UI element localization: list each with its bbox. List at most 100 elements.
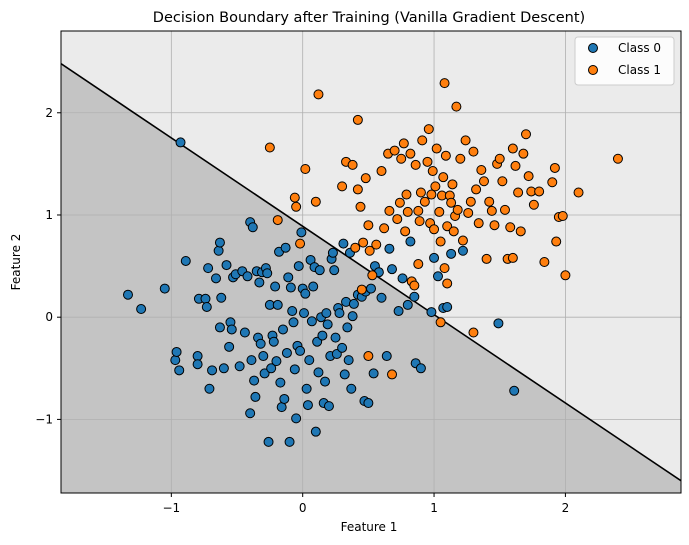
- point-class-0: [457, 245, 468, 256]
- x-tick-label: 0: [299, 501, 307, 515]
- y-tick-label: 0: [45, 310, 53, 324]
- point-class-1: [434, 206, 445, 217]
- point-class-1: [422, 156, 433, 167]
- point-class-1: [431, 143, 442, 154]
- point-class-0: [304, 355, 315, 366]
- point-class-0: [402, 299, 413, 310]
- x-tick-label: 2: [562, 501, 570, 515]
- point-class-0: [310, 426, 321, 437]
- point-class-0: [366, 283, 376, 294]
- point-class-1: [367, 270, 378, 281]
- point-class-1: [427, 166, 438, 177]
- point-class-1: [356, 284, 367, 295]
- point-class-1: [398, 138, 409, 149]
- point-class-0: [280, 242, 291, 253]
- point-class-1: [310, 196, 321, 207]
- point-class-0: [322, 319, 333, 330]
- point-class-0: [281, 347, 292, 358]
- point-class-1: [478, 176, 489, 187]
- point-class-0: [387, 264, 398, 275]
- point-class-0: [295, 345, 306, 356]
- point-class-0: [363, 398, 374, 409]
- point-class-0: [201, 301, 212, 312]
- point-class-1: [401, 189, 412, 200]
- point-class-1: [442, 221, 453, 232]
- point-class-0: [301, 383, 312, 394]
- point-class-0: [323, 401, 334, 412]
- point-class-1: [442, 278, 453, 289]
- point-class-0: [415, 363, 426, 374]
- point-class-0: [376, 292, 387, 303]
- point-class-1: [410, 159, 421, 170]
- y-tick-label: 1: [45, 208, 53, 222]
- point-class-1: [423, 124, 434, 135]
- point-class-1: [360, 173, 371, 184]
- point-class-1: [295, 238, 306, 249]
- point-class-1: [392, 214, 403, 225]
- point-class-0: [368, 368, 379, 379]
- point-class-0: [302, 400, 313, 411]
- point-class-0: [381, 351, 392, 362]
- point-class-0: [242, 271, 253, 282]
- point-class-1: [337, 181, 348, 192]
- point-class-1: [413, 205, 424, 216]
- point-class-0: [347, 311, 358, 322]
- point-class-1: [510, 160, 521, 171]
- legend-marker-class-0: [588, 43, 598, 53]
- point-class-1: [300, 163, 311, 174]
- point-class-1: [430, 181, 441, 192]
- point-class-0: [275, 377, 286, 388]
- point-class-0: [262, 268, 273, 279]
- point-class-0: [246, 355, 257, 366]
- point-class-1: [439, 263, 450, 274]
- point-class-0: [175, 137, 186, 148]
- x-tick-label: −1: [162, 501, 180, 515]
- point-class-0: [299, 308, 310, 319]
- point-class-0: [174, 365, 185, 376]
- point-class-0: [218, 363, 229, 374]
- legend-box: [574, 36, 675, 86]
- point-class-0: [271, 356, 282, 367]
- point-class-1: [384, 205, 395, 216]
- point-class-0: [207, 365, 218, 376]
- point-class-1: [435, 236, 446, 247]
- point-class-0: [293, 261, 304, 272]
- point-class-0: [429, 252, 440, 263]
- point-class-0: [180, 255, 191, 266]
- point-class-0: [337, 342, 348, 353]
- point-class-1: [389, 145, 400, 156]
- point-class-1: [497, 176, 508, 187]
- point-class-1: [364, 245, 375, 256]
- point-class-0: [432, 271, 443, 282]
- grid: [61, 31, 681, 493]
- point-class-0: [249, 375, 260, 386]
- point-class-1: [363, 351, 374, 362]
- point-class-1: [515, 226, 526, 237]
- point-class-0: [159, 283, 170, 294]
- point-class-1: [534, 186, 545, 197]
- point-class-1: [547, 177, 558, 188]
- point-class-0: [276, 402, 287, 413]
- point-class-0: [288, 317, 299, 328]
- point-class-1: [573, 187, 584, 198]
- point-class-0: [291, 413, 302, 424]
- point-class-1: [413, 259, 424, 270]
- point-class-1: [521, 129, 531, 140]
- point-class-1: [507, 143, 518, 154]
- point-class-1: [415, 187, 426, 198]
- point-class-0: [122, 289, 133, 300]
- point-class-0: [393, 306, 404, 317]
- point-class-1: [291, 201, 302, 212]
- point-class-1: [376, 166, 387, 177]
- point-class-0: [284, 436, 295, 447]
- point-class-0: [405, 236, 416, 247]
- point-class-0: [250, 391, 261, 402]
- point-class-1: [494, 153, 505, 164]
- point-class-0: [213, 245, 224, 256]
- point-class-1: [528, 199, 539, 210]
- point-class-1: [347, 159, 358, 170]
- point-class-0: [239, 327, 250, 338]
- point-class-0: [409, 291, 420, 302]
- point-class-0: [268, 336, 279, 347]
